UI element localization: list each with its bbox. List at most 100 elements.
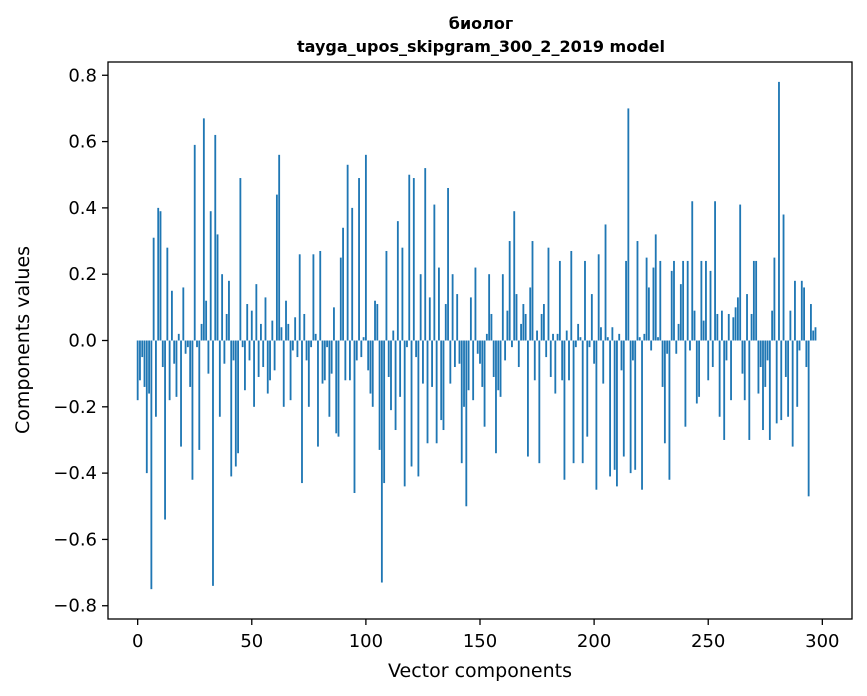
bar-69 <box>294 317 297 341</box>
bar-177 <box>540 313 543 341</box>
bar-27 <box>198 340 201 450</box>
bar-185 <box>558 260 561 341</box>
bar-247 <box>700 260 703 341</box>
y-axis-label: Components values <box>12 246 34 434</box>
bar-225 <box>650 340 653 351</box>
x-tick-label: 250 <box>691 631 725 652</box>
bar-105 <box>376 304 379 341</box>
bar-246 <box>698 340 701 397</box>
y-tick-label: 0.0 <box>68 331 97 352</box>
bar-121 <box>412 178 415 341</box>
bar-97 <box>358 178 360 341</box>
bar-161 <box>504 340 507 361</box>
chart-subtitle: tayga_upos_skipgram_300_2_2019 model <box>297 37 665 56</box>
bar-172 <box>529 287 532 341</box>
bar-280 <box>775 340 778 424</box>
bar-250 <box>707 340 710 381</box>
y-tick-label: 0.4 <box>68 198 97 219</box>
bar-257 <box>723 340 726 440</box>
bar-242 <box>689 340 691 351</box>
bar-278 <box>771 310 774 341</box>
bar-120 <box>410 340 413 467</box>
bar-35 <box>216 234 219 341</box>
bar-75 <box>307 340 310 407</box>
bar-267 <box>746 294 748 341</box>
bar-22 <box>186 340 189 348</box>
bar-133 <box>440 340 443 421</box>
y-tick-label: 0.2 <box>68 264 97 285</box>
y-tick-label: −0.8 <box>53 596 97 617</box>
bar-139 <box>453 340 456 368</box>
bar-11 <box>161 340 164 368</box>
bar-239 <box>682 260 685 341</box>
bar-56 <box>264 297 267 341</box>
bar-66 <box>287 323 290 341</box>
bar-125 <box>422 340 424 384</box>
bar-168 <box>520 323 522 341</box>
bar-43 <box>234 340 237 467</box>
bar-119 <box>408 174 411 341</box>
bar-46 <box>241 340 244 348</box>
bar-103 <box>371 340 374 407</box>
x-tick-label: 200 <box>577 631 611 652</box>
bar-122 <box>415 340 418 358</box>
bar-77 <box>312 254 315 341</box>
bar-227 <box>654 234 657 341</box>
bar-178 <box>542 304 545 341</box>
bar-112 <box>392 330 395 341</box>
bar-61 <box>275 194 278 341</box>
bar-234 <box>670 270 673 341</box>
bars-group <box>136 81 817 590</box>
bar-38 <box>223 340 226 364</box>
bar-294 <box>807 340 810 497</box>
bar-210 <box>616 340 618 487</box>
bar-81 <box>321 340 324 384</box>
bar-24 <box>191 340 194 480</box>
bar-241 <box>686 260 689 341</box>
bar-192 <box>574 340 577 348</box>
bar-284 <box>784 340 787 377</box>
bar-216 <box>629 340 632 474</box>
bar-269 <box>750 313 753 341</box>
bar-160 <box>501 274 504 341</box>
bar-231 <box>663 340 666 444</box>
bar-73 <box>303 313 306 341</box>
bar-59 <box>271 320 274 341</box>
bar-7 <box>152 237 155 341</box>
bar-191 <box>572 340 575 464</box>
bar-201 <box>595 340 598 490</box>
bar-228 <box>657 337 659 341</box>
bar-159 <box>499 340 502 397</box>
bar-271 <box>755 260 758 341</box>
bar-6 <box>150 340 153 590</box>
bar-223 <box>645 257 648 341</box>
bar-263 <box>736 297 739 341</box>
y-axis-ticks: −0.8 −0.6 −0.4 −0.2 0.0 0.2 0.4 0.6 0.8 <box>53 65 108 617</box>
bar-265 <box>741 340 744 374</box>
bar-176 <box>538 340 541 464</box>
bar-94 <box>351 207 354 341</box>
bar-203 <box>600 327 602 341</box>
bar-25 <box>193 144 196 341</box>
bar-182 <box>552 333 554 341</box>
bar-1 <box>139 340 141 381</box>
bar-53 <box>257 340 260 377</box>
bar-171 <box>527 340 529 457</box>
bar-30 <box>205 300 208 341</box>
y-tick-label: 0.6 <box>68 132 97 153</box>
bar-215 <box>627 108 630 341</box>
bar-74 <box>305 340 308 361</box>
bar-199 <box>590 294 593 341</box>
bar-0 <box>136 340 139 401</box>
bar-148 <box>474 267 477 341</box>
bar-118 <box>406 340 408 348</box>
bar-88 <box>337 340 340 437</box>
x-tick-label: 300 <box>805 631 839 652</box>
x-tick-label: 150 <box>463 631 497 652</box>
bar-261 <box>732 317 735 341</box>
bar-52 <box>255 284 258 341</box>
bar-8 <box>155 340 157 417</box>
bar-33 <box>212 340 214 586</box>
bar-236 <box>675 340 678 354</box>
bar-113 <box>394 340 397 431</box>
